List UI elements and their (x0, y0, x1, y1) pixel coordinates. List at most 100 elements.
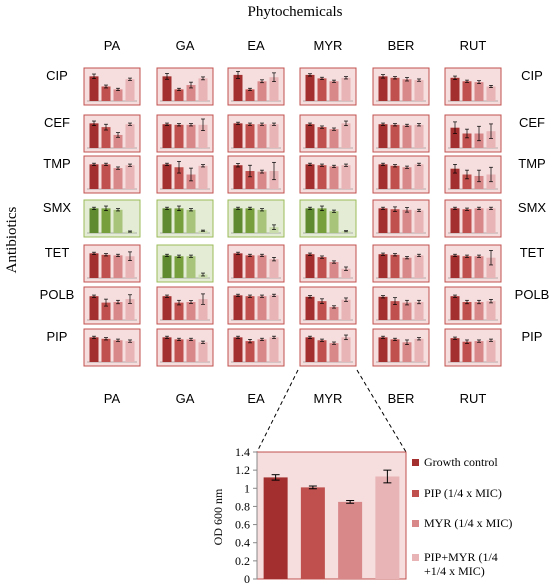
panel-bar (186, 124, 196, 148)
detail-y-tick-label: 0.4 (235, 536, 250, 550)
panel-bar (257, 296, 267, 320)
panel-bar (305, 208, 315, 233)
column-label-top-ga: GA (176, 38, 195, 53)
panel-bar (198, 78, 208, 101)
panel-bar (390, 77, 400, 101)
panel-bar (113, 209, 123, 233)
column-label-top-ea: EA (247, 38, 265, 53)
panel-bar (486, 86, 496, 101)
legend-label: MYR (1/4 x MIC) (424, 516, 512, 530)
row-label-right-pip: PIP (522, 329, 543, 344)
row-label-right-smx: SMX (518, 200, 547, 215)
panel-bar (329, 343, 339, 362)
panel-bar (329, 81, 339, 101)
panel-bar (245, 296, 255, 320)
panel-bar (414, 255, 424, 278)
panel-bar (462, 133, 472, 148)
panel-bar (414, 124, 424, 148)
panel-bar (450, 338, 460, 362)
panel-bar (378, 254, 388, 278)
row-label-right-tmp: TMP (518, 156, 545, 171)
panel-bar (414, 164, 424, 189)
panel-bar (378, 296, 388, 320)
panel-bar (101, 86, 111, 101)
panel-bar (186, 302, 196, 320)
panel-bar (486, 301, 496, 320)
panel-bar (113, 340, 123, 362)
panel-bar (174, 302, 184, 320)
panel-bar (474, 341, 484, 362)
panel-bar (162, 255, 172, 278)
detail-y-tick-label: 1 (244, 481, 250, 495)
panel-bar (162, 337, 172, 362)
panel-bar (125, 299, 135, 320)
panel-bar (233, 123, 243, 148)
panel-bar (257, 171, 267, 189)
column-label-bottom-pa: PA (104, 391, 121, 406)
panel-bar (174, 167, 184, 189)
detail-y-tick-label: 1.2 (235, 463, 250, 477)
panel-bar (329, 166, 339, 189)
panel-bar (305, 164, 315, 189)
panel-bar (245, 341, 255, 362)
panel-bar (305, 74, 315, 101)
panel-bar (113, 168, 123, 189)
panel-bar (317, 340, 327, 362)
detail-bar (338, 501, 363, 579)
panel-bar (341, 299, 351, 320)
row-labels-left: CIP CEF TMP SMX TET POLB PIP (40, 68, 75, 344)
panel-smx-pa (83, 199, 141, 238)
panel-bar (186, 174, 196, 189)
panel-bar (186, 339, 196, 362)
panel-bar (125, 124, 135, 148)
panel-bar (174, 124, 184, 148)
panel-tmp-pa (83, 155, 141, 194)
panel-bar (101, 338, 111, 362)
panel-bar (390, 254, 400, 278)
panel-bar (89, 123, 99, 148)
panel-tet-ga (156, 244, 214, 283)
panel-bar (486, 340, 496, 362)
panel-bar (233, 74, 243, 101)
panel-tet-ea (227, 244, 285, 283)
panel-bar (414, 338, 424, 362)
panel-bar (125, 341, 135, 362)
panel-bar (378, 208, 388, 233)
panel-bar (341, 268, 351, 278)
panel-bar (233, 337, 243, 362)
row-label-left-polb: POLB (40, 287, 75, 302)
panel-pip-rut (444, 328, 502, 367)
panel-pip-pa (83, 328, 141, 367)
panel-cef-pa (83, 114, 141, 153)
figure-y-axis-label: Antibiotics (4, 207, 20, 274)
panel-smx-ea (227, 199, 285, 238)
panel-bar (402, 257, 412, 278)
detail-bar (263, 477, 288, 579)
column-labels-top: PA GA EA MYR BER RUT (104, 38, 487, 53)
panel-polb-rut (444, 286, 502, 325)
panel-bar (257, 124, 267, 148)
panel-bar (462, 209, 472, 233)
panel-bar (450, 296, 460, 320)
panel-bar (174, 208, 184, 233)
panel-bar (257, 339, 267, 362)
panel-cip-pa (83, 67, 141, 106)
panel-bar (257, 209, 267, 233)
panel-tmp-rut (444, 155, 502, 194)
panel-tmp-ga (156, 155, 214, 194)
panel-bar (462, 256, 472, 278)
panel-bar (378, 164, 388, 189)
zoom-line-left (256, 369, 299, 453)
panel-bar (462, 174, 472, 189)
panel-bar (450, 168, 460, 189)
panel-bar (378, 124, 388, 148)
column-label-bottom-ber: BER (388, 391, 415, 406)
panel-bar (269, 259, 279, 278)
detail-y-tick-label: 0.2 (235, 554, 250, 568)
panel-bar (414, 302, 424, 320)
panel-bar (101, 254, 111, 278)
panel-bar (317, 208, 327, 233)
panel-bar (414, 80, 424, 101)
panel-bar (474, 208, 484, 233)
panel-bar (233, 253, 243, 278)
